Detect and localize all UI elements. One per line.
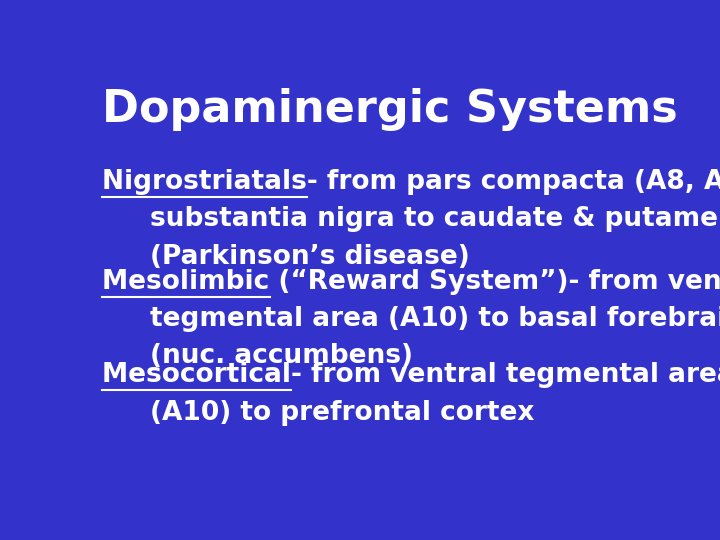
Text: tegmental area (A10) to basal forebrain: tegmental area (A10) to basal forebrain: [150, 306, 720, 332]
Text: (A10) to prefrontal cortex: (A10) to prefrontal cortex: [150, 400, 535, 426]
Text: Mesocortical- from ventral tegmental area: Mesocortical- from ventral tegmental are…: [102, 362, 720, 388]
Text: (Parkinson’s disease): (Parkinson’s disease): [150, 244, 470, 269]
Text: substantia nigra to caudate & putamen: substantia nigra to caudate & putamen: [150, 206, 720, 232]
Text: (nuc. accumbens): (nuc. accumbens): [150, 343, 413, 369]
Text: Nigrostriatals- from pars compacta (A8, A9),: Nigrostriatals- from pars compacta (A8, …: [102, 168, 720, 195]
Text: Dopaminergic Systems: Dopaminergic Systems: [102, 87, 678, 131]
Text: Mesolimbic (“Reward System”)- from ventral: Mesolimbic (“Reward System”)- from ventr…: [102, 268, 720, 294]
